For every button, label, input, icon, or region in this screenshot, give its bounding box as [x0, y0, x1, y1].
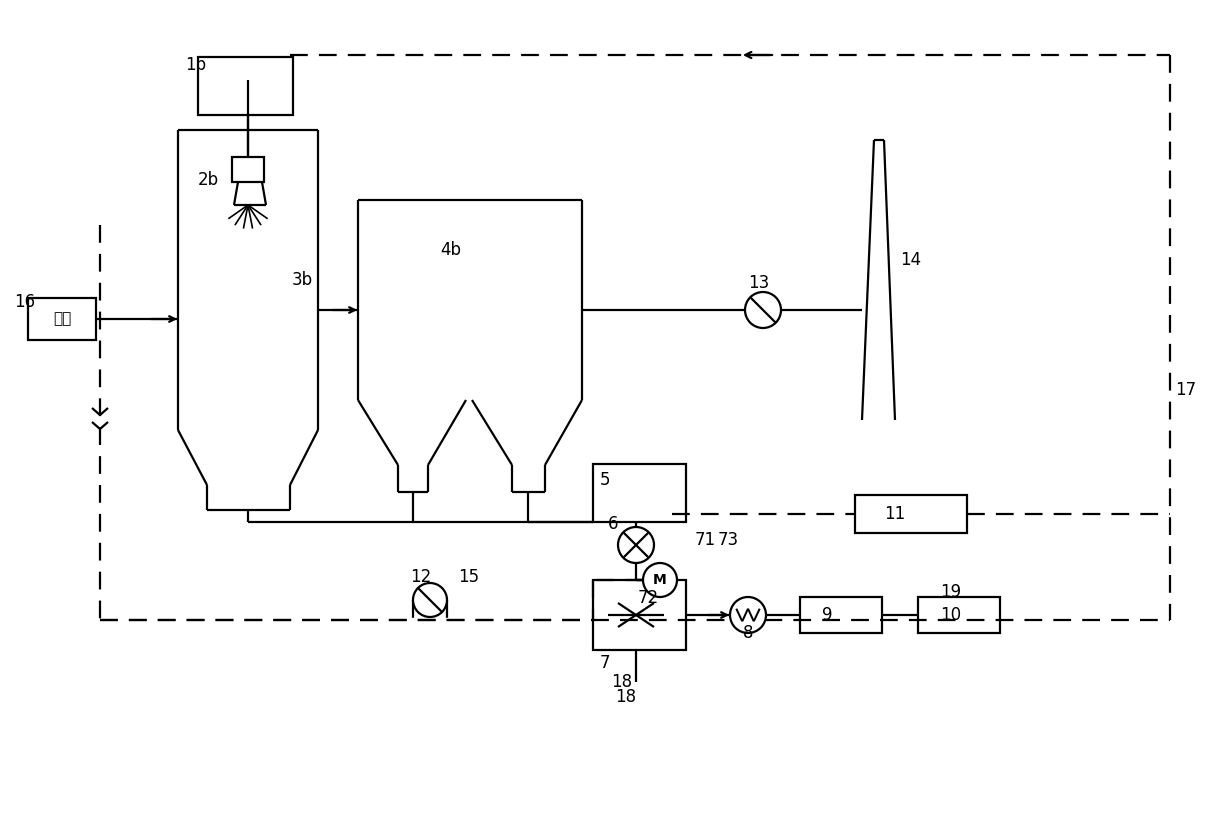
Text: 5: 5 [600, 471, 610, 489]
Text: 6: 6 [608, 515, 619, 533]
Bar [593, 464, 686, 522]
Bar [232, 157, 264, 182]
Text: 8: 8 [743, 624, 754, 642]
Text: 15: 15 [458, 568, 479, 586]
Text: 71: 71 [695, 531, 716, 549]
Text: 9: 9 [822, 606, 832, 624]
Text: 烟气: 烟气 [52, 312, 71, 327]
Text: 13: 13 [748, 274, 770, 292]
Text: 7: 7 [600, 654, 610, 672]
Text: 12: 12 [410, 568, 431, 586]
Circle shape [619, 527, 654, 563]
Circle shape [643, 563, 677, 597]
Bar [800, 597, 882, 633]
Bar [593, 580, 686, 650]
Circle shape [730, 597, 766, 633]
Text: 14: 14 [900, 251, 921, 269]
Text: 72: 72 [638, 589, 659, 607]
Text: 17: 17 [1175, 381, 1196, 399]
Bar [917, 597, 1000, 633]
Bar [855, 495, 967, 533]
Text: 18: 18 [611, 673, 632, 691]
Bar [28, 298, 96, 340]
Circle shape [745, 292, 781, 328]
Text: 2b: 2b [198, 171, 220, 189]
Text: 3b: 3b [292, 271, 314, 289]
Text: 18: 18 [615, 688, 636, 706]
Text: 19: 19 [939, 583, 961, 601]
Text: 4b: 4b [440, 241, 461, 259]
Circle shape [414, 583, 447, 617]
Text: 10: 10 [939, 606, 961, 624]
Text: 11: 11 [884, 505, 905, 523]
Text: 16: 16 [13, 293, 35, 311]
Bar [198, 57, 293, 115]
Text: 1b: 1b [185, 56, 206, 74]
Text: M: M [653, 573, 667, 587]
Text: 73: 73 [719, 531, 739, 549]
